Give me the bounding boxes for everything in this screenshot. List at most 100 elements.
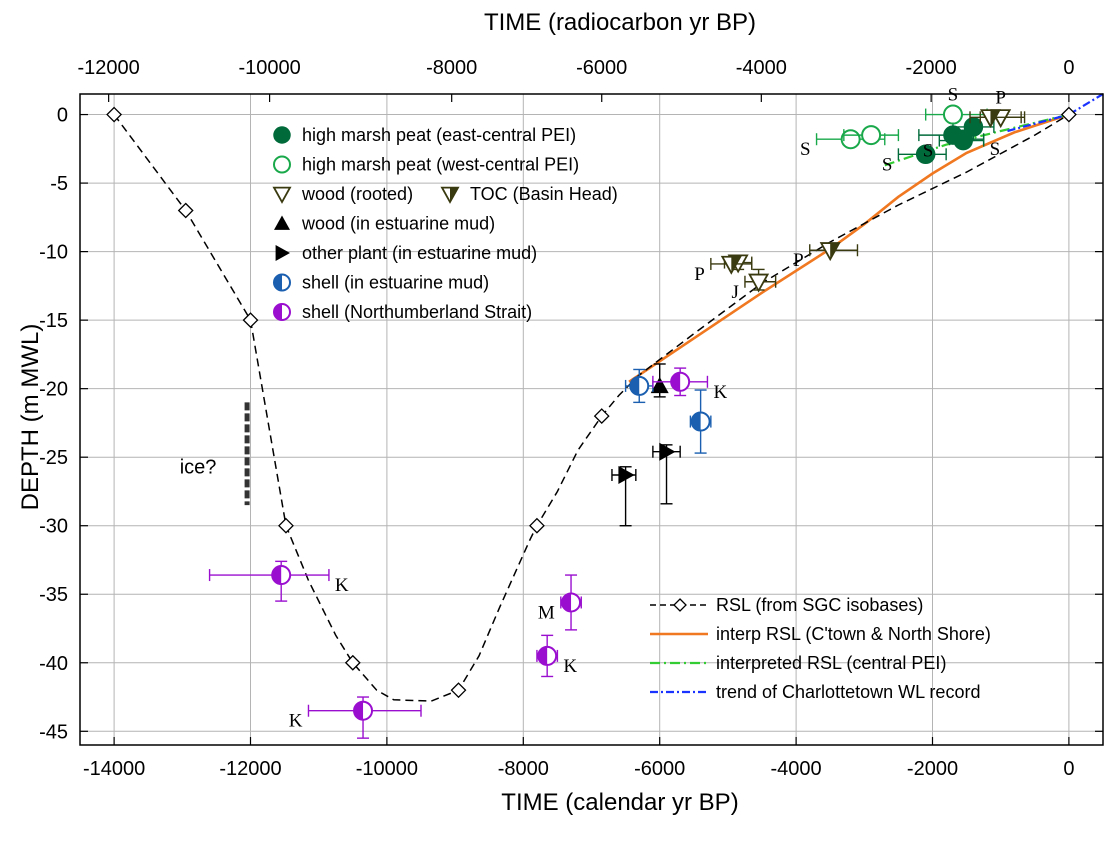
series-wood-estuarine	[650, 363, 669, 398]
point-toc	[819, 242, 841, 262]
point-plant-estuarine	[618, 466, 635, 485]
series-wood-rooted: JP	[723, 87, 1022, 303]
point-shell-estuarine	[629, 375, 650, 396]
marker-shape	[861, 125, 882, 146]
interp-rsl-line	[628, 113, 1070, 383]
rsl-diamond	[450, 682, 467, 699]
legend-marker	[273, 155, 291, 174]
point-label: S	[948, 85, 959, 106]
plot-frame	[79, 93, 1104, 746]
point-label: S	[990, 139, 1001, 160]
series-west-peat: SS	[800, 85, 988, 160]
x-tick-label: -4000	[771, 758, 822, 780]
point-label: K	[713, 382, 727, 403]
x2-tick-label: -8000	[426, 57, 477, 79]
point-shell-strait	[561, 592, 582, 613]
legend-marker	[275, 245, 290, 261]
point-wood-rooted	[748, 273, 770, 293]
wl-trend-line	[1007, 93, 1104, 133]
point-shell-strait	[537, 645, 558, 666]
point-label: K	[563, 656, 577, 677]
x-axis-label: TIME (calendar yr BP)	[501, 789, 738, 816]
y-tick-label: -20	[39, 379, 68, 401]
point-label: P	[995, 87, 1006, 108]
series-shell-estuarine	[624, 368, 712, 454]
marker-shape	[273, 126, 291, 144]
rsl-diamond	[106, 106, 123, 123]
point-label: P	[793, 250, 804, 271]
series-shell-strait: K K K M K	[208, 367, 727, 739]
x-tick-label: 0	[1063, 758, 1074, 780]
y-axis-label: DEPTH (m MWL)	[17, 324, 44, 511]
rsl-diamond	[242, 312, 259, 329]
rsl-diamond	[593, 408, 610, 424]
legend-label: shell (in estuarine mud)	[302, 273, 489, 293]
point-shell-strait	[353, 700, 374, 721]
marker-shape	[273, 155, 291, 174]
rsl-diamond	[344, 654, 361, 671]
y-tick-label: -40	[39, 653, 68, 675]
point-shell-strait	[271, 565, 292, 586]
point-label: K	[335, 575, 349, 596]
annotation-ice: ice?	[180, 457, 217, 479]
rsl-diamond	[529, 517, 545, 534]
x-tick-label: -12000	[219, 758, 281, 780]
marker-shape	[915, 144, 936, 165]
point-wood-estuarine	[650, 376, 669, 394]
x-tick-label: -14000	[83, 758, 145, 780]
point-toc	[979, 109, 1001, 129]
legend2-diamond	[673, 598, 687, 612]
y-tick-label: -5	[50, 173, 68, 195]
legend-marker	[272, 186, 292, 204]
marker-half	[630, 376, 640, 395]
point-label: K	[289, 711, 303, 732]
marker-half	[731, 256, 741, 273]
legend-label: wood (rooted)	[301, 184, 413, 204]
legend-label: shell (Northumberland Strait)	[302, 302, 532, 322]
y-tick-label: -10	[39, 242, 68, 264]
marker-half	[671, 372, 681, 391]
legend-label: TOC (Basin Head)	[470, 184, 618, 204]
x2-tick-label: -10000	[238, 57, 300, 79]
marker-half	[354, 701, 364, 720]
point-shell-strait	[670, 371, 691, 392]
x-tick-label: -2000	[907, 758, 958, 780]
legend2-label: interpreted RSL (central PEI)	[716, 653, 946, 673]
marker-shape	[272, 186, 292, 204]
legend-label: other plant (in estuarine mud)	[302, 243, 537, 263]
series-toc: PP	[694, 109, 1026, 285]
point-east-peat	[953, 129, 973, 149]
rsl-diamond	[177, 202, 194, 219]
x-tick-label: -6000	[634, 758, 685, 780]
point-label: S	[923, 141, 934, 162]
legend-rsl: RSL (from SGC isobases) interp RSL (C'tow…	[650, 595, 991, 702]
marker-half	[272, 566, 282, 585]
point-label: S	[800, 139, 811, 160]
point-east-peat	[915, 144, 936, 165]
y-tick-label: -35	[39, 584, 68, 606]
x-tick-label: -8000	[498, 758, 549, 780]
point-label: M	[538, 602, 555, 623]
y-tick-label: -45	[39, 721, 68, 743]
legend: high marsh peat (east-central PEI) high m…	[272, 125, 618, 322]
legend-marker	[274, 215, 290, 230]
rsl-diamond	[1060, 106, 1077, 123]
marker-shape	[953, 129, 973, 149]
axes: -14000 -12000 -10000 -8000 -6000 -4000 -2000 0 -…	[39, 57, 1104, 780]
point-west-peat	[861, 125, 882, 146]
marker-shape	[650, 376, 669, 394]
legend-marker	[273, 273, 291, 292]
y-tick-label: -15	[39, 310, 68, 332]
marker-shape	[748, 273, 770, 293]
x2-tick-label: -12000	[78, 57, 140, 79]
x2-tick-label: -6000	[576, 57, 627, 79]
legend-label: high marsh peat (east-central PEI)	[302, 125, 576, 145]
curves: ice?	[106, 93, 1104, 702]
series-plant-estuarine	[611, 442, 681, 527]
y-tick-label: -25	[39, 447, 68, 469]
marker-shape	[659, 442, 676, 461]
marker-shape	[618, 466, 635, 485]
rsl-diamond	[278, 517, 294, 534]
legend-marker	[440, 186, 460, 204]
